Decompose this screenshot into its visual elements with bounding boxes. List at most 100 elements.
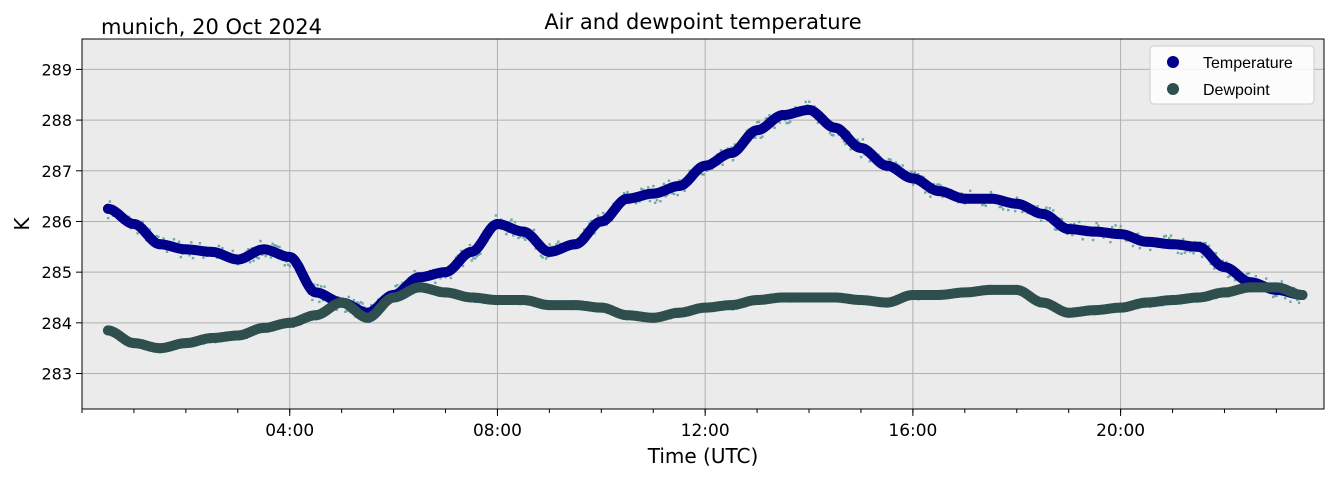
raw-point-temperature bbox=[667, 179, 671, 182]
data-point-dewpoint bbox=[544, 300, 555, 311]
raw-point-temperature bbox=[937, 183, 941, 186]
raw-point-temperature bbox=[370, 303, 373, 307]
raw-point-temperature bbox=[557, 240, 560, 243]
raw-point-temperature bbox=[555, 243, 558, 246]
data-point-dewpoint bbox=[1115, 302, 1126, 313]
raw-point-temperature bbox=[1048, 207, 1052, 210]
raw-point-temperature bbox=[264, 254, 267, 258]
data-point-temperature bbox=[1011, 198, 1022, 209]
raw-point-temperature bbox=[276, 245, 280, 248]
raw-point-temperature bbox=[335, 308, 338, 312]
raw-point-temperature bbox=[548, 243, 551, 246]
raw-point-temperature bbox=[671, 192, 674, 195]
data-point-temperature bbox=[881, 160, 892, 171]
raw-point-temperature bbox=[155, 234, 158, 238]
data-point-dewpoint bbox=[258, 322, 269, 333]
raw-point-temperature bbox=[773, 126, 776, 129]
data-point-dewpoint bbox=[700, 302, 711, 313]
data-point-temperature bbox=[284, 251, 295, 262]
raw-point-temperature bbox=[524, 238, 527, 241]
raw-point-temperature bbox=[756, 121, 759, 124]
data-point-dewpoint bbox=[466, 292, 477, 303]
y-tick-label: 288 bbox=[41, 111, 72, 130]
raw-point-temperature bbox=[510, 218, 513, 221]
raw-point-temperature bbox=[1039, 219, 1043, 223]
raw-point-temperature bbox=[319, 285, 323, 288]
raw-point-temperature bbox=[830, 133, 833, 137]
raw-point-temperature bbox=[936, 183, 939, 186]
data-point-dewpoint bbox=[596, 302, 607, 313]
raw-point-temperature bbox=[261, 253, 264, 256]
data-point-dewpoint bbox=[492, 295, 503, 306]
raw-point-temperature bbox=[998, 205, 1001, 209]
raw-point-temperature bbox=[659, 199, 662, 203]
raw-point-temperature bbox=[221, 246, 224, 250]
y-tick-label: 286 bbox=[41, 212, 72, 231]
data-point-temperature bbox=[804, 104, 815, 115]
raw-point-temperature bbox=[917, 172, 920, 176]
raw-point-temperature bbox=[783, 118, 787, 122]
raw-point-temperature bbox=[1109, 240, 1112, 244]
raw-point-temperature bbox=[494, 214, 498, 217]
raw-point-temperature bbox=[1204, 241, 1207, 245]
data-point-dewpoint bbox=[855, 295, 866, 306]
raw-point-temperature bbox=[1265, 277, 1268, 280]
raw-point-temperature bbox=[394, 284, 397, 288]
raw-point-temperature bbox=[1036, 205, 1039, 208]
data-point-dewpoint bbox=[674, 307, 685, 318]
y-axis: 283 284 285 286 287 288 289 bbox=[41, 60, 82, 384]
data-point-temperature bbox=[1037, 208, 1048, 219]
raw-point-temperature bbox=[271, 242, 274, 246]
raw-point-temperature bbox=[396, 284, 399, 287]
raw-point-temperature bbox=[941, 195, 944, 199]
raw-point-temperature bbox=[1053, 228, 1057, 231]
raw-point-temperature bbox=[768, 114, 771, 117]
data-point-temperature bbox=[128, 219, 139, 229]
data-point-dewpoint bbox=[1193, 292, 1204, 303]
raw-point-temperature bbox=[508, 220, 511, 224]
legend-temperature-marker bbox=[1167, 56, 1179, 68]
raw-point-temperature bbox=[1209, 262, 1213, 266]
data-point-temperature bbox=[933, 186, 944, 197]
data-point-temperature bbox=[985, 193, 996, 204]
raw-point-temperature bbox=[190, 241, 193, 244]
raw-point-temperature bbox=[172, 238, 176, 241]
raw-point-temperature bbox=[901, 164, 904, 167]
raw-point-temperature bbox=[311, 298, 314, 302]
y-tick-label: 283 bbox=[41, 365, 72, 384]
raw-point-temperature bbox=[1000, 205, 1003, 209]
raw-point-temperature bbox=[401, 281, 404, 285]
data-point-temperature bbox=[232, 254, 243, 265]
raw-point-temperature bbox=[165, 250, 169, 253]
raw-point-temperature bbox=[913, 171, 917, 174]
data-point-temperature bbox=[1089, 226, 1100, 237]
data-point-dewpoint bbox=[1245, 282, 1256, 293]
raw-point-temperature bbox=[505, 232, 508, 236]
data-point-temperature bbox=[674, 180, 685, 191]
raw-point-temperature bbox=[477, 253, 480, 256]
raw-point-temperature bbox=[1233, 278, 1237, 282]
data-point-dewpoint bbox=[933, 289, 944, 300]
raw-point-temperature bbox=[859, 155, 863, 159]
raw-point-temperature bbox=[316, 283, 319, 287]
legend-dewpoint-label: Dewpoint bbox=[1203, 82, 1270, 99]
y-tick-label: 289 bbox=[41, 60, 72, 79]
raw-point-temperature bbox=[1081, 238, 1084, 241]
raw-point-temperature bbox=[887, 157, 891, 161]
raw-point-temperature bbox=[344, 310, 347, 313]
raw-point-temperature bbox=[924, 191, 927, 194]
raw-point-temperature bbox=[1097, 224, 1100, 227]
data-point-temperature bbox=[206, 246, 217, 257]
data-point-dewpoint bbox=[1037, 297, 1048, 308]
data-point-temperature bbox=[544, 246, 555, 257]
raw-point-temperature bbox=[136, 232, 139, 235]
raw-point-temperature bbox=[347, 295, 350, 299]
raw-point-temperature bbox=[357, 302, 361, 305]
data-point-temperature bbox=[752, 125, 763, 136]
x-tick-label: 20:00 bbox=[1096, 421, 1145, 441]
raw-point-temperature bbox=[757, 120, 761, 124]
raw-point-temperature bbox=[648, 199, 652, 203]
raw-point-temperature bbox=[532, 228, 536, 232]
raw-point-temperature bbox=[889, 158, 892, 161]
raw-point-temperature bbox=[1136, 232, 1140, 235]
